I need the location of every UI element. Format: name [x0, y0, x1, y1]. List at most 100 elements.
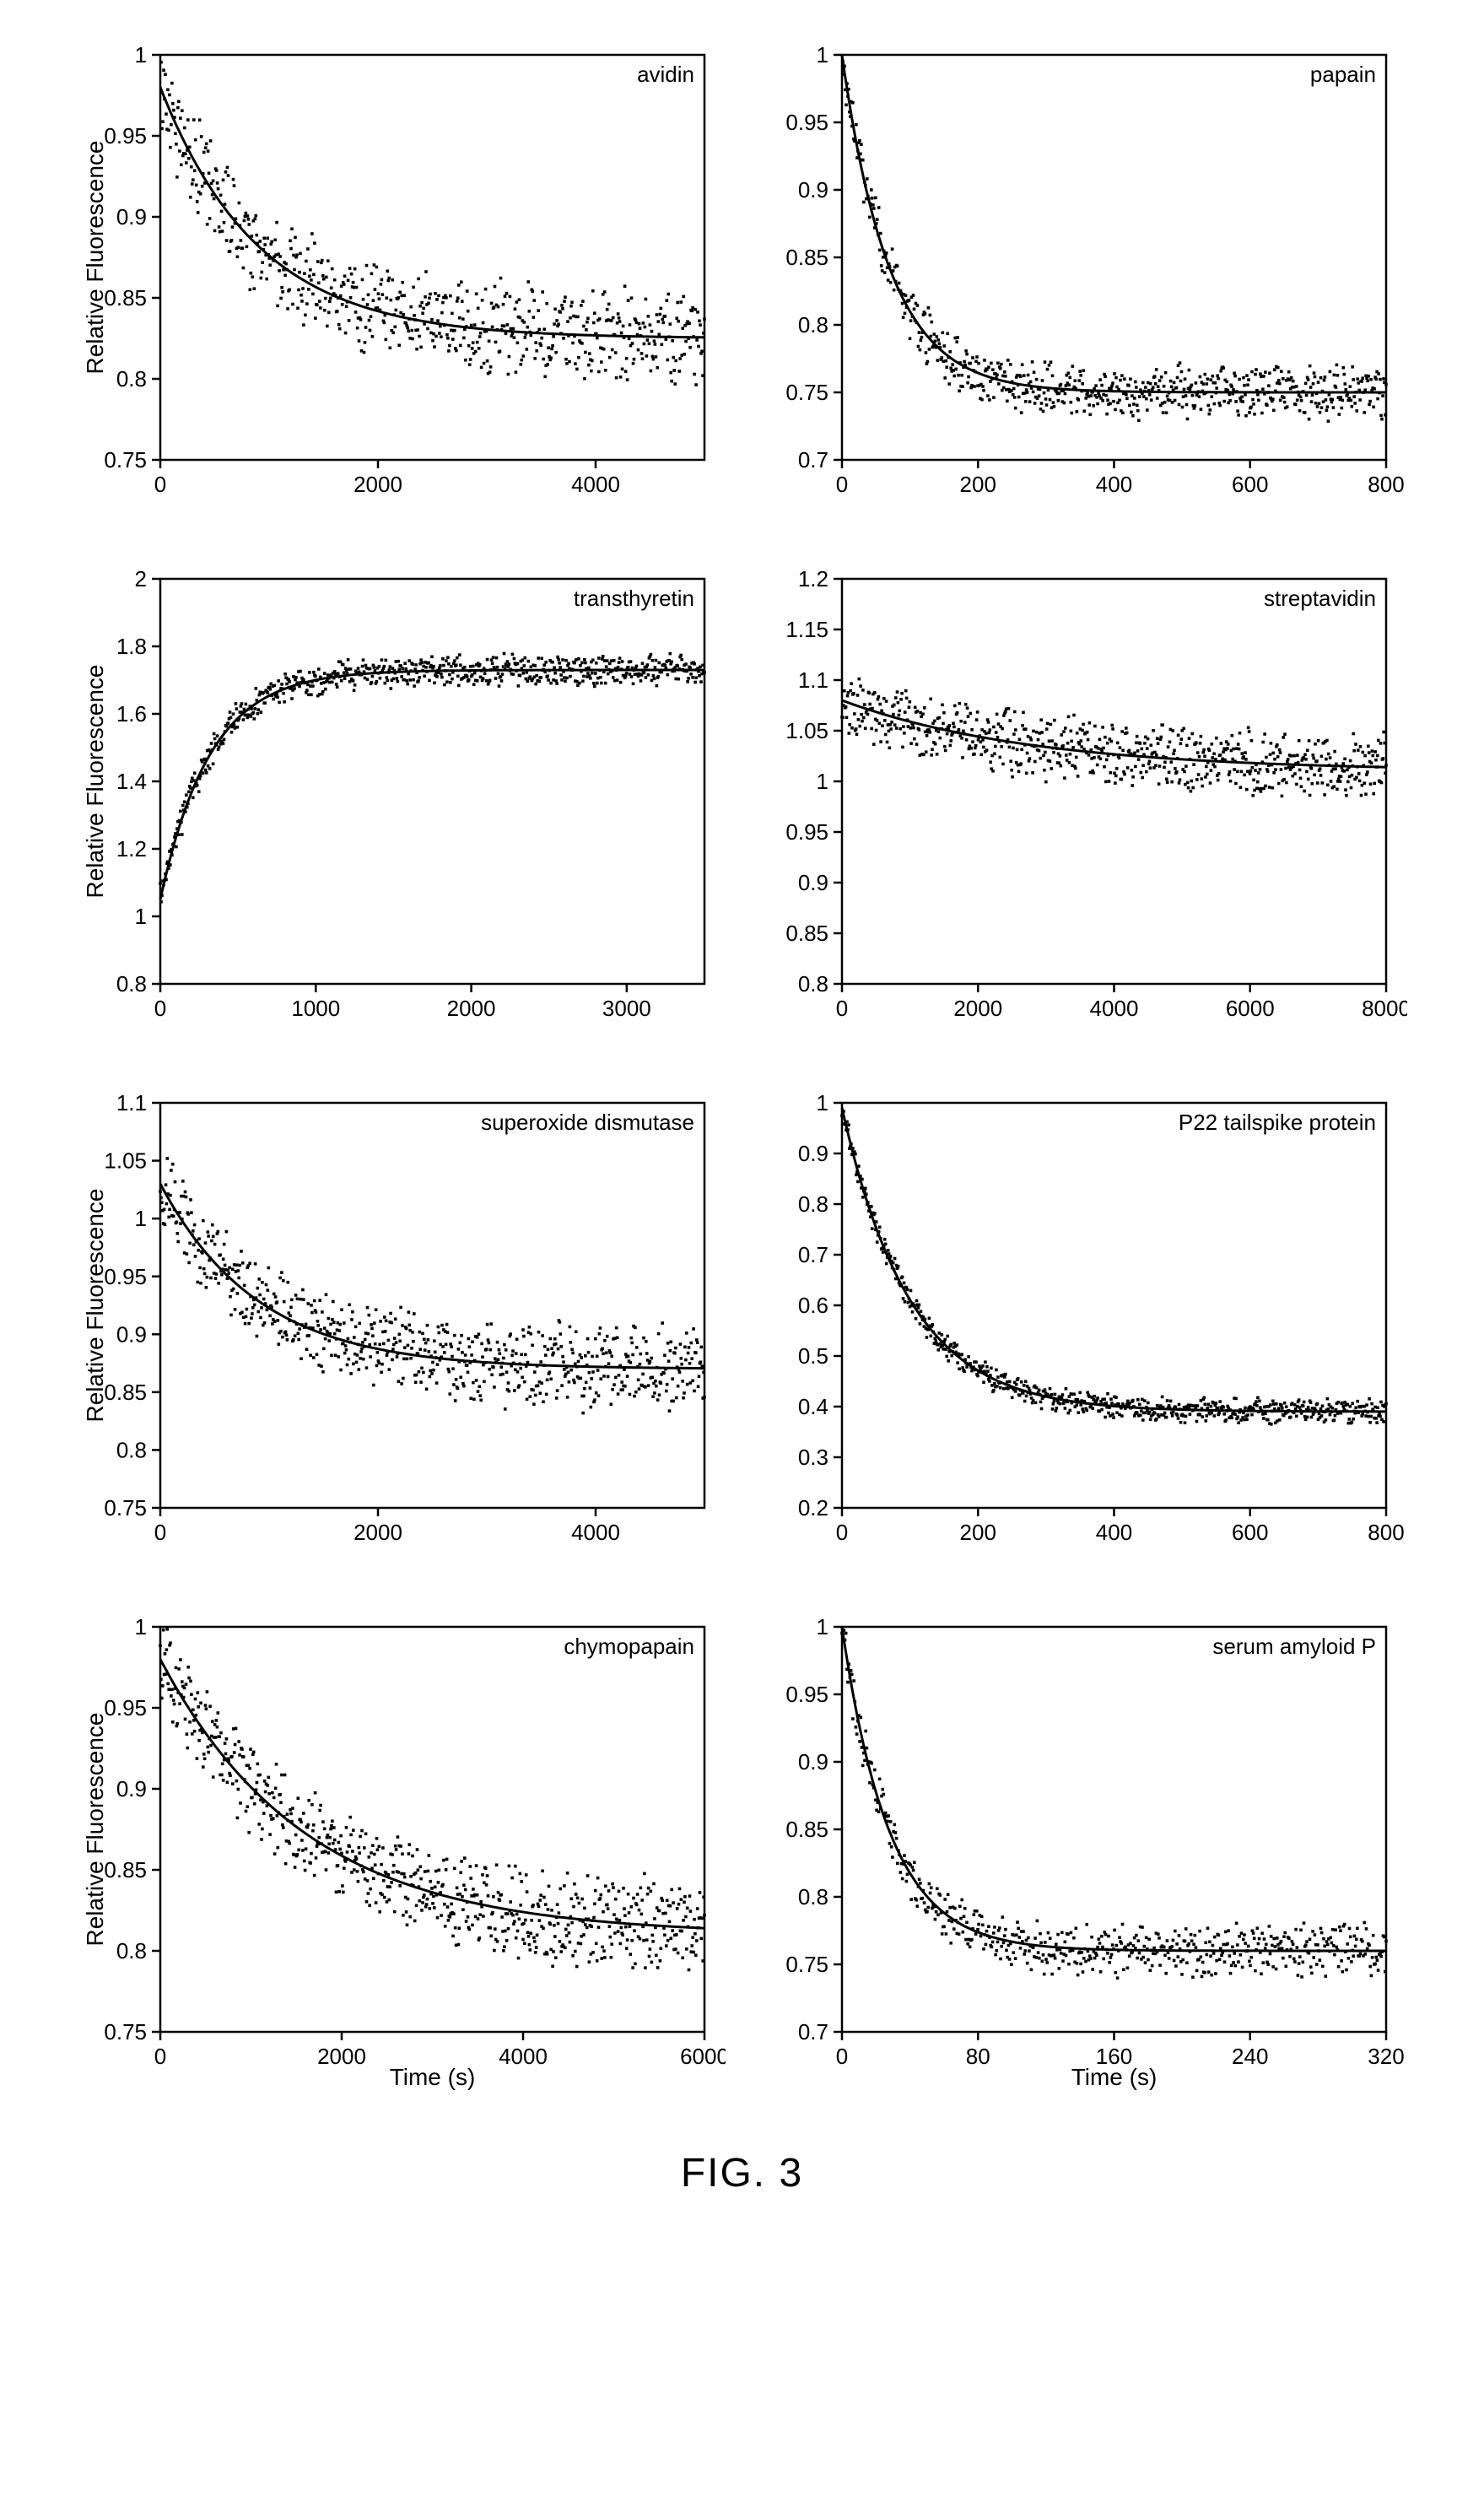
y-tick-label: 0.3 — [797, 1445, 828, 1470]
y-tick-label: 1.1 — [116, 1090, 146, 1115]
y-tick-label: 0.2 — [797, 1495, 828, 1521]
panel-streptavidin: 020004000600080000.80.850.90.9511.051.11… — [766, 558, 1407, 1051]
x-tick-label: 0 — [835, 2044, 847, 2069]
panel-transthyretin: 01000200030000.811.21.41.61.82transthyre… — [84, 558, 726, 1051]
y-tick-label: 0.9 — [797, 870, 828, 895]
y-tick-label: 0.95 — [104, 123, 147, 149]
x-tick-label: 4000 — [571, 472, 620, 497]
x-tick-label: 0 — [835, 996, 847, 1021]
plot-frame — [842, 55, 1386, 460]
plot-frame — [842, 579, 1386, 984]
y-axis-label: Relative Fluorescence — [84, 1188, 108, 1422]
y-tick-label: 0.95 — [104, 1264, 147, 1289]
y-tick-label: 0.8 — [797, 1191, 828, 1217]
y-tick-label: 0.4 — [797, 1394, 828, 1419]
y-tick-label: 0.9 — [797, 1141, 828, 1166]
y-tick-label: 0.85 — [104, 285, 147, 311]
y-axis-label: Relative Fluorescence — [84, 140, 108, 374]
y-tick-label: 1 — [134, 1206, 146, 1231]
y-tick-label: 0.75 — [785, 1952, 828, 1977]
y-tick-label: 0.85 — [104, 1857, 147, 1883]
plot-streptavidin: 020004000600080000.80.850.90.9511.051.11… — [766, 558, 1407, 1047]
y-tick-label: 0.8 — [116, 366, 146, 392]
y-tick-label: 0.8 — [116, 1938, 146, 1964]
y-axis-label: Relative Fluorescence — [84, 1712, 108, 1946]
y-tick-label: 0.8 — [797, 971, 828, 997]
y-tick-label: 1 — [816, 769, 828, 794]
panel-title-chymopapain: chymopapain — [564, 1634, 694, 1659]
plot-frame — [160, 55, 704, 460]
x-tick-label: 2000 — [353, 1520, 402, 1545]
y-tick-label: 1.4 — [116, 769, 146, 794]
plot-avidin: 0200040000.750.80.850.90.951avidinRelati… — [84, 34, 726, 523]
plot-frame — [842, 1103, 1386, 1508]
x-tick-label: 0 — [154, 1520, 165, 1545]
y-tick-label: 0.95 — [104, 1695, 147, 1720]
y-tick-label: 0.95 — [785, 819, 828, 845]
y-tick-label: 1 — [816, 1614, 828, 1639]
figure-page: 0200040000.750.80.850.90.951avidinRelati… — [0, 0, 1484, 2247]
y-tick-label: 0.85 — [785, 1817, 828, 1842]
figure-caption: FIG. 3 — [681, 2150, 803, 2196]
plot-frame — [160, 1103, 704, 1508]
x-tick-label: 800 — [1368, 472, 1404, 497]
y-tick-label: 1 — [816, 1090, 828, 1115]
y-tick-label: 0.75 — [104, 2019, 147, 2045]
x-tick-label: 3000 — [602, 996, 650, 1021]
x-tick-label: 600 — [1232, 472, 1268, 497]
y-tick-label: 1.2 — [116, 836, 146, 862]
y-tick-label: 1 — [134, 1614, 146, 1639]
panel-title-p22: P22 tailspike protein — [1178, 1110, 1375, 1135]
y-tick-label: 0.9 — [116, 204, 146, 230]
x-tick-label: 2000 — [953, 996, 1002, 1021]
plot-papain: 02004006008000.70.750.80.850.90.951papai… — [766, 34, 1407, 523]
panel-avidin: 0200040000.750.80.850.90.951avidinRelati… — [84, 34, 726, 527]
plot-sap: 0801602403200.70.750.80.850.90.951serum … — [766, 1606, 1407, 2095]
y-tick-label: 0.8 — [797, 1884, 828, 1910]
panel-chymopapain: 02000400060000.750.80.850.90.951chymopap… — [84, 1606, 726, 2099]
x-tick-label: 240 — [1232, 2044, 1268, 2069]
x-tick-label: 0 — [835, 472, 847, 497]
x-tick-label: 600 — [1232, 1520, 1268, 1545]
y-tick-label: 0.8 — [116, 971, 146, 997]
y-tick-label: 0.8 — [797, 312, 828, 338]
x-tick-label: 800 — [1368, 1520, 1404, 1545]
panel-p22: 02004006008000.20.30.40.50.60.70.80.91P2… — [766, 1082, 1407, 1575]
y-tick-label: 0.6 — [797, 1293, 828, 1318]
plot-sod: 0200040000.750.80.850.90.9511.051.1super… — [84, 1082, 726, 1571]
y-tick-label: 0.75 — [785, 380, 828, 405]
plot-frame — [160, 579, 704, 984]
y-tick-label: 0.95 — [785, 110, 828, 135]
panel-title-avidin: avidin — [637, 62, 694, 87]
x-tick-label: 4000 — [1089, 996, 1138, 1021]
x-tick-label: 1000 — [291, 996, 340, 1021]
plot-chymopapain: 02000400060000.750.80.850.90.951chymopap… — [84, 1606, 726, 2095]
y-tick-label: 0.5 — [797, 1343, 828, 1369]
y-tick-label: 0.7 — [797, 1242, 828, 1267]
y-tick-label: 1 — [134, 42, 146, 68]
plot-frame — [160, 1627, 704, 2032]
x-tick-label: 8000 — [1362, 996, 1407, 1021]
x-tick-label: 2000 — [446, 996, 495, 1021]
x-axis-label: Time (s) — [389, 2064, 475, 2090]
x-tick-label: 6000 — [680, 2044, 726, 2069]
y-tick-label: 0.95 — [785, 1682, 828, 1707]
y-tick-label: 0.85 — [785, 245, 828, 270]
panel-title-papain: papain — [1309, 62, 1375, 87]
panel-sap: 0801602403200.70.750.80.850.90.951serum … — [766, 1606, 1407, 2099]
x-tick-label: 0 — [154, 2044, 165, 2069]
x-tick-label: 2000 — [317, 2044, 366, 2069]
x-tick-label: 400 — [1095, 1520, 1131, 1545]
y-tick-label: 2 — [134, 566, 146, 591]
panel-title-sod: superoxide dismutase — [481, 1110, 694, 1135]
plot-p22: 02004006008000.20.30.40.50.60.70.80.91P2… — [766, 1082, 1407, 1571]
y-tick-label: 1.05 — [104, 1148, 147, 1174]
y-tick-label: 1.05 — [785, 718, 828, 743]
x-tick-label: 6000 — [1225, 996, 1274, 1021]
x-tick-label: 4000 — [499, 2044, 548, 2069]
x-tick-label: 200 — [959, 472, 996, 497]
y-tick-label: 0.85 — [785, 921, 828, 946]
y-tick-label: 1 — [816, 42, 828, 68]
x-axis-label: Time (s) — [1071, 2064, 1157, 2090]
panel-title-sap: serum amyloid P — [1212, 1634, 1376, 1659]
